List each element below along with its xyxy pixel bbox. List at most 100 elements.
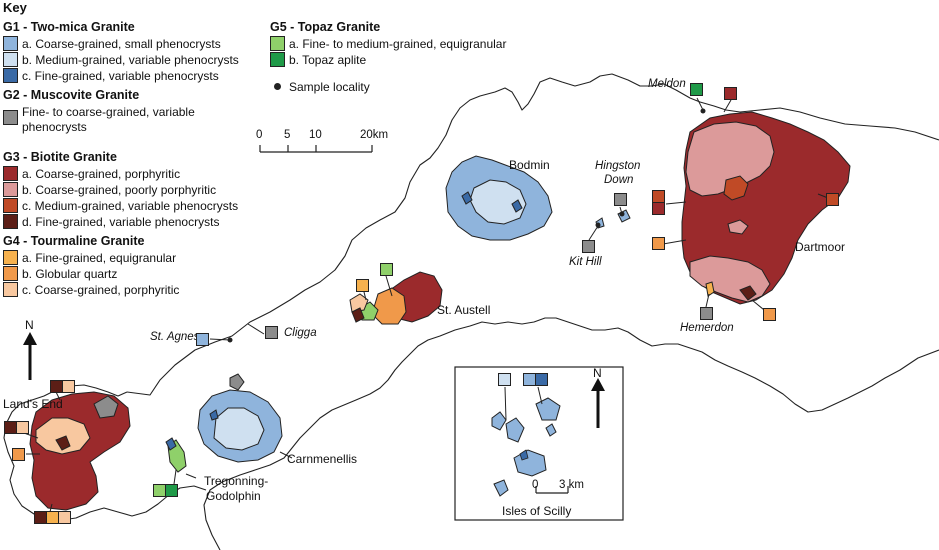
sample-box-st-austell-g4a <box>356 279 369 292</box>
label-hingston: Hingston <box>595 160 641 172</box>
key-item-g5b: b. Topaz aplite <box>289 53 367 67</box>
sample-box-kit-hill-g2 <box>582 240 595 253</box>
label-godolphin: Godolphin <box>206 489 261 503</box>
scale-tick-5: 5 <box>284 129 291 141</box>
inset-scale-tick-0: 0 <box>532 479 539 491</box>
scilly-island <box>491 411 507 431</box>
label-meldon: Meldon <box>648 78 686 90</box>
key-heading-g4: G4 - Tourmaline Granite <box>3 234 145 248</box>
bodmin-granite-g1c-2 <box>511 199 523 213</box>
lands-end-granite-g3d <box>55 435 71 451</box>
key-item-g1a: a. Coarse-grained, small phenocrysts <box>22 37 221 51</box>
scilly-island-g1c <box>519 449 529 461</box>
hemerdon-granite <box>705 281 715 297</box>
label-st-agnes: St. Agnes <box>150 331 200 343</box>
key-item-g3a: a. Coarse-grained, porphyritic <box>22 167 181 181</box>
swatch-g5b <box>270 52 285 67</box>
key-item-g3c: c. Medium-grained, variable phenocrysts <box>22 199 239 213</box>
swatch-g3a <box>3 166 18 181</box>
label-kit-hill: Kit Hill <box>569 256 602 268</box>
key-heading-g2: G2 - Muscovite Granite <box>3 88 140 102</box>
label-cligga: Cligga <box>284 327 317 339</box>
scilly-islands <box>491 397 561 497</box>
sample-locality-dots <box>227 108 706 343</box>
sample-box-dartmoor-n-g3a <box>724 87 737 100</box>
label-carnmenellis: Carnmenellis <box>287 452 358 466</box>
key-item-g1b: b. Medium-grained, variable phenocrysts <box>22 53 239 67</box>
scale-tick-0: 0 <box>256 129 263 141</box>
sample-dot <box>595 222 601 228</box>
north-label: N <box>25 318 34 332</box>
sample-box-scilly-g1c <box>535 373 548 386</box>
bodmin-granite-g1c-1 <box>461 191 473 205</box>
swatch-g1a <box>3 36 18 51</box>
inset-scale-bar <box>535 486 569 494</box>
sample-box-cligga-g2 <box>265 326 278 339</box>
sample-box-le-g4c <box>62 380 75 393</box>
sample-box-dartmoor-g4b <box>652 237 665 250</box>
swatch-g2 <box>3 110 18 125</box>
inset-scale-tick-3: 3 km <box>559 479 584 491</box>
key-item-g2: Fine- to coarse-grained, variable <box>22 105 195 119</box>
dartmoor-granite-g3b-north <box>685 121 775 197</box>
dartmoor-dark-patch <box>739 285 757 301</box>
north-arrow-icon <box>23 332 37 380</box>
bodmin-granite-g1b <box>469 179 527 225</box>
sample-box-dartmoor-w-g3a <box>652 202 665 215</box>
sample-box-meldon-g5b <box>690 83 703 96</box>
swatch-g3c <box>3 198 18 213</box>
carnmenellis-granite-g1c <box>209 409 219 421</box>
sample-dot <box>700 108 706 114</box>
sample-box-hemerdon-g2 <box>700 307 713 320</box>
scilly-island <box>505 417 525 443</box>
key-item-g3b: b. Coarse-grained, poorly porphyritic <box>22 183 217 197</box>
sample-box-scilly-g1b <box>498 373 511 386</box>
label-isles-of-scilly: Isles of Scilly <box>502 504 572 518</box>
sample-box-dartmoor-e-g3c <box>826 193 839 206</box>
dartmoor-inner-pale <box>727 219 749 235</box>
south-coastline <box>203 317 939 550</box>
sample-box-hingston-g2 <box>614 193 627 206</box>
inset-north-arrow-icon <box>591 378 605 428</box>
st-austell-granite-g4c <box>349 293 369 313</box>
swatch-g4a <box>3 250 18 265</box>
key-heading-g3: G3 - Biotite Granite <box>3 150 117 164</box>
north-coastline <box>126 73 939 396</box>
scilly-island <box>493 479 509 497</box>
key-item-g1c: c. Fine-grained, variable phenocrysts <box>22 69 219 83</box>
key-item-g2-line2: phenocrysts <box>22 120 87 134</box>
label-st-austell: St. Austell <box>437 303 491 317</box>
key-heading-g5: G5 - Topaz Granite <box>270 20 381 34</box>
st-austell-granite-g3d <box>351 307 365 323</box>
label-bodmin: Bodmin <box>509 158 550 172</box>
swatch-g4c <box>3 282 18 297</box>
sample-box-le-w-g4c <box>16 421 29 434</box>
scale-tick-10: 10 <box>309 129 322 141</box>
scale-bar <box>259 145 373 153</box>
inset-leader-lines <box>504 386 543 421</box>
swatch-g1b <box>3 52 18 67</box>
sample-box-dartmoor-se-g4b <box>763 308 776 321</box>
scilly-island <box>545 423 557 437</box>
sample-box-le-s-g4c <box>58 511 71 524</box>
swatch-g5a <box>270 36 285 51</box>
label-hingston-down: Down <box>604 174 634 186</box>
locality-leader-lines <box>23 97 834 513</box>
swatch-g3d <box>3 214 18 229</box>
sample-box-tregonning-g5b <box>165 484 178 497</box>
label-lands-end: Land's End <box>3 397 63 411</box>
sample-dot <box>227 337 233 343</box>
key-title: Key <box>3 0 27 15</box>
swatch-g1c <box>3 68 18 83</box>
tregonning-granite-g1c <box>165 437 177 451</box>
sample-dot <box>619 211 625 217</box>
key-heading-g1: G1 - Two-mica Granite <box>3 20 135 34</box>
swatch-g3b <box>3 182 18 197</box>
sample-box-le-g4b <box>12 448 25 461</box>
hingston-down-granite <box>617 209 631 223</box>
label-hemerdon: Hemerdon <box>680 322 734 334</box>
label-tregonning: Tregonning- <box>204 474 269 488</box>
scale-tick-20: 20km <box>360 129 389 141</box>
